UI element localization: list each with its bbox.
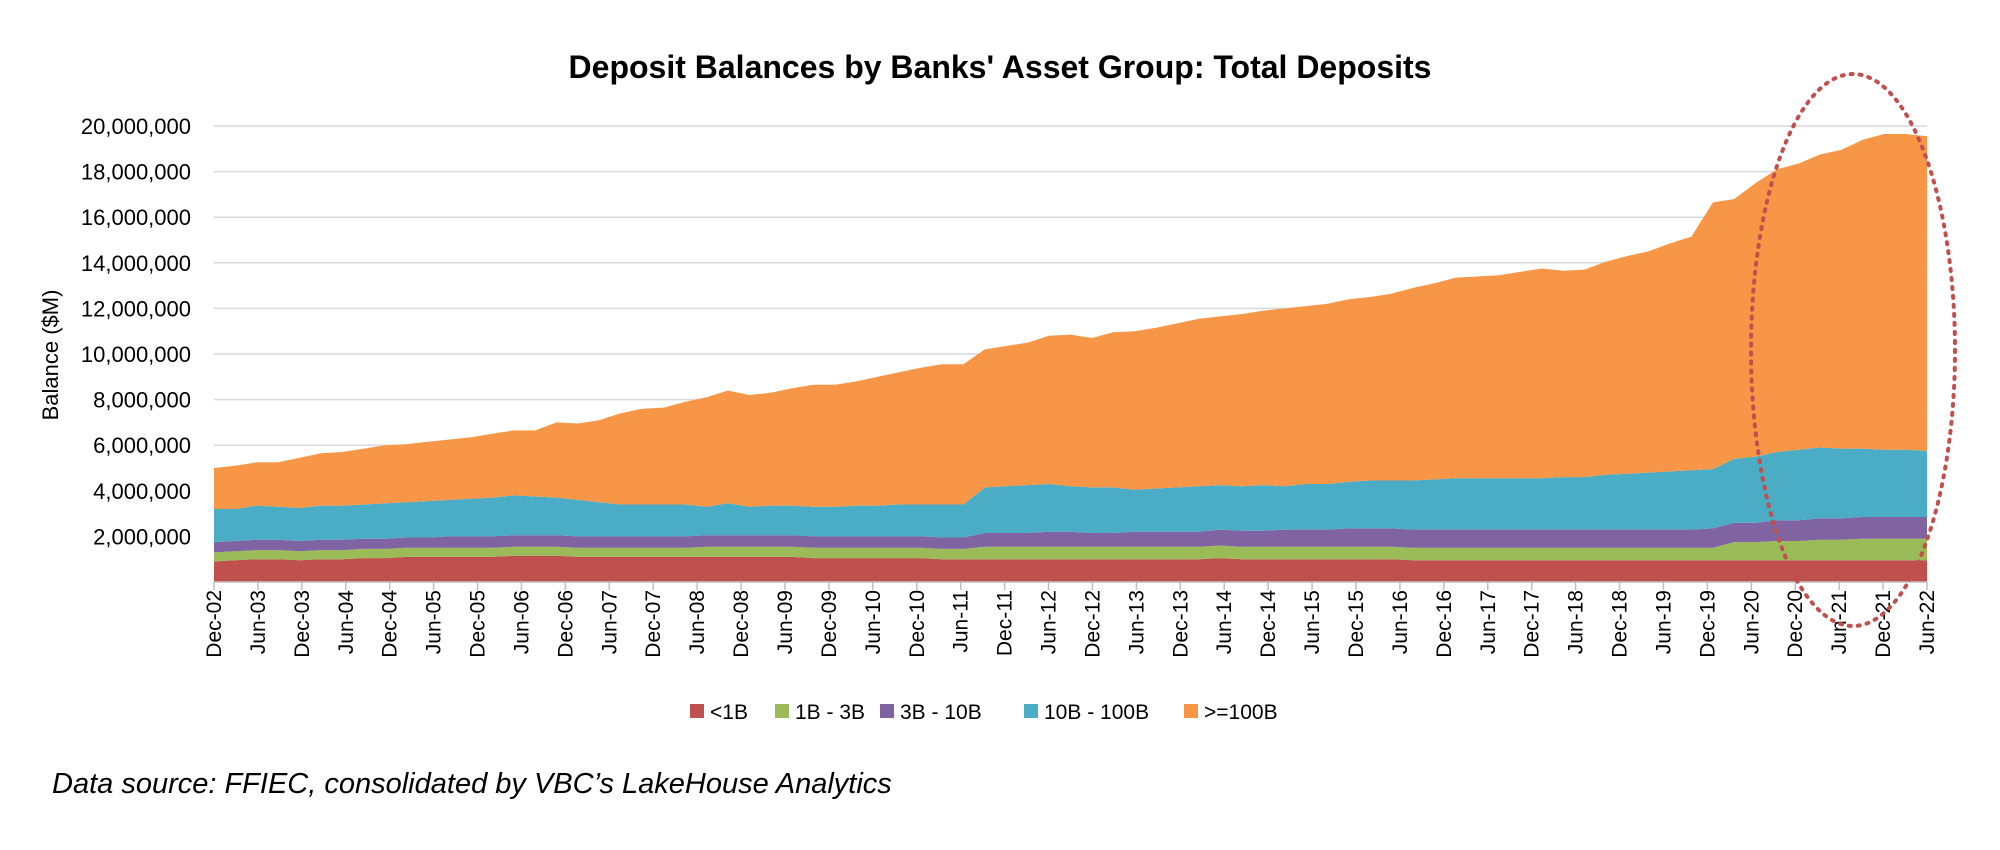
x-tick-label: Dec-07: [642, 590, 665, 658]
x-tick-label: Jun-18: [1565, 590, 1588, 654]
x-tick-label: Dec-19: [1696, 590, 1719, 658]
y-tick-label: 4,000,000: [93, 479, 191, 504]
x-tick-label: Jun-10: [862, 590, 885, 654]
y-tick-label: 8,000,000: [93, 388, 191, 413]
x-tick-label: Jun-04: [335, 590, 358, 655]
area-series-0: [214, 555, 1927, 582]
x-tick-label: Jun-20: [1740, 590, 1763, 654]
x-tick-label: Dec-18: [1609, 590, 1632, 658]
x-tick-label: Jun-11: [950, 590, 973, 653]
x-tick-label: Jun-05: [423, 590, 446, 654]
x-tick-label: Dec-16: [1433, 590, 1456, 658]
area-series-2: [214, 517, 1927, 553]
legend-swatch: [1184, 704, 1198, 718]
area-series-4: [214, 134, 1927, 509]
x-tick-label: Dec-20: [1784, 590, 1807, 658]
x-tick-label: Dec-15: [1345, 590, 1368, 658]
x-tick-label: Jun-16: [1389, 590, 1412, 654]
y-tick-label: 2,000,000: [93, 524, 191, 549]
x-tick-label: Jun-06: [511, 590, 534, 654]
legend-swatch: [1024, 704, 1038, 718]
x-tick-label: Jun-12: [1038, 590, 1061, 654]
legend-swatch: [775, 704, 789, 718]
legend-swatch: [880, 704, 894, 718]
y-tick-label: 10,000,000: [81, 342, 191, 367]
x-axis-ticks: Dec-02 Jun-03 Dec-03 Jun-04 Dec-04 Jun-05 Dec-…: [203, 582, 1939, 658]
x-tick-label: Jun-22: [1916, 590, 1939, 654]
x-tick-label: Jun-07: [598, 590, 621, 654]
area-series-3: [214, 447, 1927, 543]
legend-label: 1B - 3B: [795, 701, 865, 724]
legend: <1B 1B - 3B 3B - 10B 10B - 100B >=100B: [690, 701, 1278, 724]
x-tick-label: Dec-08: [730, 590, 753, 658]
legend-label: 3B - 10B: [900, 701, 982, 724]
x-tick-label: Jun-03: [247, 590, 270, 654]
x-tick-label: Dec-21: [1872, 590, 1895, 658]
x-tick-label: Jun-15: [1301, 590, 1324, 654]
legend-label: >=100B: [1204, 701, 1278, 724]
x-tick-label: Dec-04: [379, 590, 402, 658]
y-tick-label: 12,000,000: [81, 296, 191, 321]
y-tick-label: 6,000,000: [93, 433, 191, 458]
x-tick-label: Dec-14: [1257, 590, 1280, 658]
x-tick-label: Dec-09: [818, 590, 841, 658]
x-tick-label: Dec-11: [994, 590, 1017, 656]
x-tick-label: Dec-02: [203, 590, 226, 658]
x-tick-label: Dec-17: [1521, 590, 1544, 658]
x-tick-label: Jun-14: [1213, 590, 1236, 655]
data-source-note: Data source: FFIEC, consolidated by VBC’…: [52, 768, 892, 800]
y-tick-label: 16,000,000: [81, 205, 191, 230]
y-axis-label: Balance ($M): [38, 290, 63, 421]
x-tick-label: Dec-03: [291, 590, 314, 658]
x-tick-label: Dec-05: [467, 590, 490, 658]
x-tick-label: Dec-13: [1169, 590, 1192, 658]
x-tick-label: Dec-10: [906, 590, 929, 658]
x-tick-label: Jun-13: [1125, 590, 1148, 654]
y-tick-label: 20,000,000: [81, 114, 191, 139]
x-tick-label: Dec-06: [554, 590, 577, 658]
x-tick-label: Jun-09: [774, 590, 797, 654]
y-tick-label: 14,000,000: [81, 251, 191, 276]
legend-swatch: [690, 704, 704, 718]
area-series-1: [214, 538, 1927, 562]
chart-title: Deposit Balances by Banks' Asset Group: …: [569, 49, 1432, 85]
legend-label: <1B: [710, 701, 748, 724]
y-axis-ticks: 2,000,000 4,000,000 6,000,000 8,000,000 10,0…: [81, 114, 191, 549]
highlight-ellipse: [1749, 72, 1957, 628]
x-tick-label: Jun-08: [686, 590, 709, 654]
x-tick-label: Jun-17: [1477, 590, 1500, 654]
y-tick-label: 18,000,000: [81, 160, 191, 185]
stacked-areas: [214, 134, 1927, 582]
x-tick-label: Dec-12: [1082, 590, 1105, 658]
x-tick-label: Jun-19: [1653, 590, 1676, 654]
legend-label: 10B - 100B: [1044, 701, 1149, 724]
